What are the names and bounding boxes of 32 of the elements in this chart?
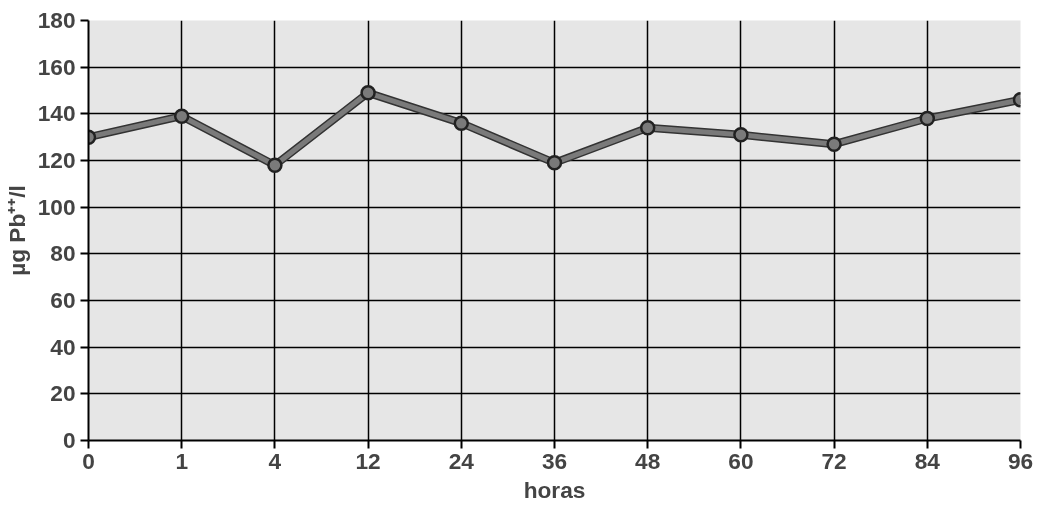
x-tick-label: 24	[448, 447, 475, 474]
x-tick-label: 96	[1007, 447, 1034, 474]
x-tick-label: 0	[82, 447, 95, 474]
point	[733, 127, 749, 143]
point	[826, 136, 842, 152]
y-tick-label: 0	[62, 427, 76, 453]
point	[173, 108, 190, 124]
x-tick-label: 1	[175, 447, 189, 474]
y-tick-label: 100	[37, 193, 76, 220]
point	[546, 155, 563, 171]
y-tick-label: 140	[37, 100, 76, 127]
y-tick-label: 60	[50, 287, 76, 313]
point	[453, 115, 470, 131]
point	[919, 110, 936, 127]
point	[267, 157, 283, 173]
y-axis-title: µg Pb⁺⁺/l	[3, 185, 30, 276]
x-tick-label: 60	[728, 447, 754, 474]
point	[360, 85, 376, 101]
x-tick-label: 84	[914, 447, 941, 474]
y-tick-label: 80	[50, 240, 76, 267]
y-tick-label: 160	[37, 53, 76, 80]
y-tick-label: 20	[50, 380, 76, 407]
y-tick-label: 40	[50, 333, 76, 360]
x-tick-label: 48	[635, 447, 661, 474]
x-tick-label: 72	[821, 447, 847, 474]
y-tick-label: 180	[37, 7, 76, 33]
point	[639, 120, 656, 136]
x-tick-label: 36	[541, 447, 568, 474]
x-tick-label: 4	[268, 447, 282, 474]
x-axis-title: horas	[523, 476, 586, 503]
y-tick-label: 120	[37, 147, 76, 173]
x-tick-label: 12	[355, 447, 381, 474]
